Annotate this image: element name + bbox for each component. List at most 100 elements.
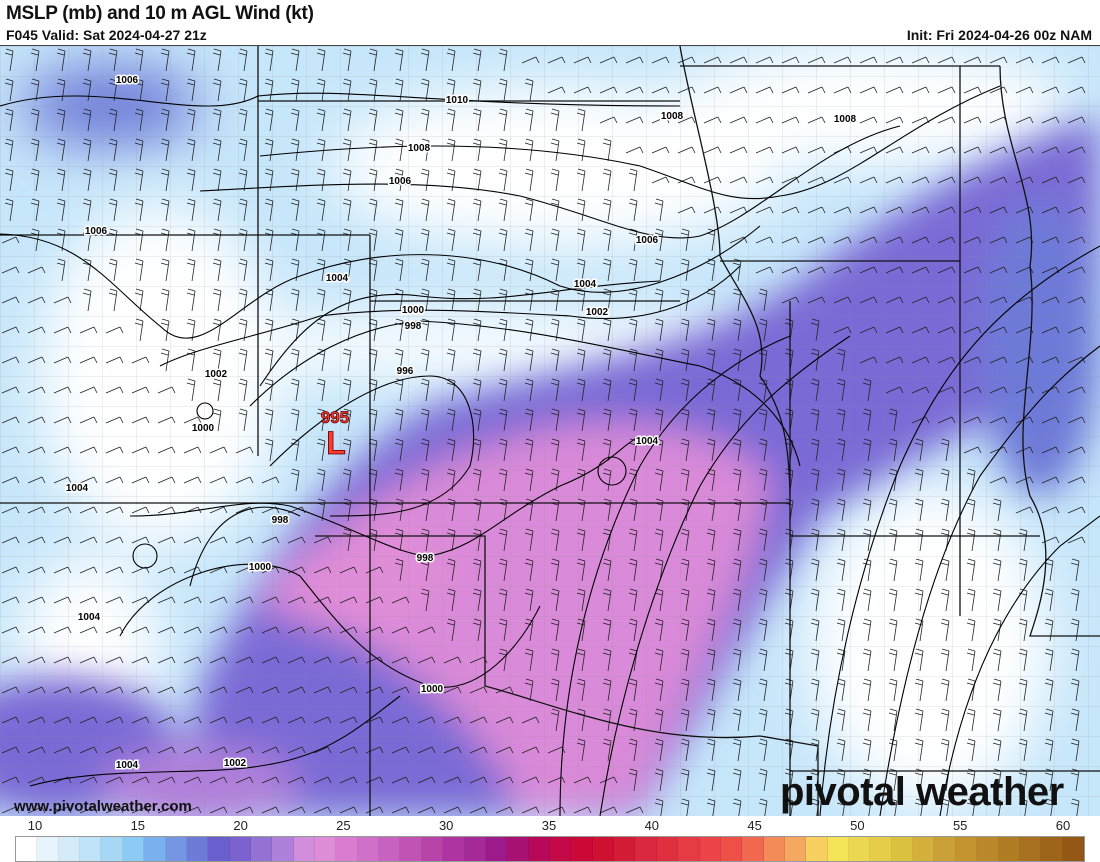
wind-barb [524,438,534,462]
wind-barb [160,198,170,222]
weather-map[interactable]: 1006 1010 1008 1008 1008 1006 1006 1006 1004 1004… [0,45,1100,817]
wind-barb [105,596,124,604]
wind-barb [160,138,170,162]
wind-barb [963,296,982,304]
isobar-label: 1000 [421,684,444,695]
colorbar-swatch [614,837,636,861]
wind-barb [1018,528,1028,552]
wind-barb [885,206,904,214]
wind-barb [888,798,898,816]
wind-barb [888,438,898,462]
wind-barb [235,506,254,514]
wind-barb [108,138,118,162]
isobars [0,85,1100,816]
wind-barb [131,596,150,604]
wind-barbs [1,48,1086,816]
isobar-label: 1004 [78,612,101,623]
wind-barb [810,618,820,642]
wind-barb [885,86,904,94]
wind-barb [79,776,98,784]
wind-barb [989,56,1008,64]
wind-barb [446,258,456,282]
wind-barb [602,618,612,642]
wind-barb [706,408,716,432]
wind-barb [810,678,820,702]
wind-barb [885,176,904,184]
wind-barb [599,806,618,814]
wind-barb [290,48,300,72]
low-pressure-center: 995 L [320,408,349,462]
wind-barb [576,108,586,132]
wind-barb [654,618,664,642]
wind-barb [27,416,46,424]
wind-barb [888,558,898,582]
wind-barb [521,716,540,724]
wind-barb [160,318,170,342]
wind-barb [810,498,820,522]
wind-barb [862,468,872,492]
wind-barb [654,318,664,342]
wind-barb [27,356,46,364]
wind-barb [131,356,150,364]
wind-barb [290,198,300,222]
wind-barb [706,318,716,342]
wind-barb [56,138,66,162]
wind-barb [911,356,930,364]
wind-barb [238,168,248,192]
wind-barb [1044,588,1054,612]
wind-barb [602,708,612,732]
wind-barb [807,146,826,154]
wind-barb [446,588,456,612]
wind-barb [755,266,774,274]
wind-barb [134,108,144,132]
wind-barb [654,798,664,816]
wind-barb [599,776,618,784]
wind-barb [729,116,748,124]
wind-barb [654,198,664,222]
colorbar-swatch [528,837,550,861]
wind-barb [394,108,404,132]
wind-barb [209,656,228,664]
wind-barb [1,536,20,544]
wind-barb [27,656,46,664]
wind-barb [472,348,482,372]
wind-barb [446,78,456,102]
wind-barb [391,686,410,694]
wind-barb [235,716,254,724]
wind-barb [963,176,982,184]
wind-barb [888,408,898,432]
wind-barb [524,138,534,162]
wind-barb [992,738,1002,762]
wind-barb [157,536,176,544]
wind-barb [160,168,170,192]
wind-barb [264,348,274,372]
wind-barb [862,528,872,552]
wind-barb [108,288,118,312]
low-pressure-symbol: L [326,425,346,461]
wind-barb [157,626,176,634]
wind-barb [833,326,852,334]
wind-barb [209,686,228,694]
wind-barb [602,738,612,762]
wind-barb [209,566,228,574]
wind-barb [105,476,124,484]
colorbar-swatch [1062,837,1084,861]
wind-barb [472,78,482,102]
wind-barb [1041,326,1060,334]
wind-barb [157,746,176,754]
wind-barb [30,138,40,162]
wind-barb [758,318,768,342]
wind-barb [160,258,170,282]
wind-barb [680,468,690,492]
wind-barb [212,48,222,72]
wind-barb [732,468,742,492]
wind-barb [654,408,664,432]
wind-barb [654,228,664,252]
wind-barb [82,198,92,222]
wind-barb [391,716,410,724]
wind-barb [654,258,664,282]
wind-barb [911,146,930,154]
wind-barb [1067,536,1086,544]
wind-barb [758,618,768,642]
wind-barb [628,198,638,222]
